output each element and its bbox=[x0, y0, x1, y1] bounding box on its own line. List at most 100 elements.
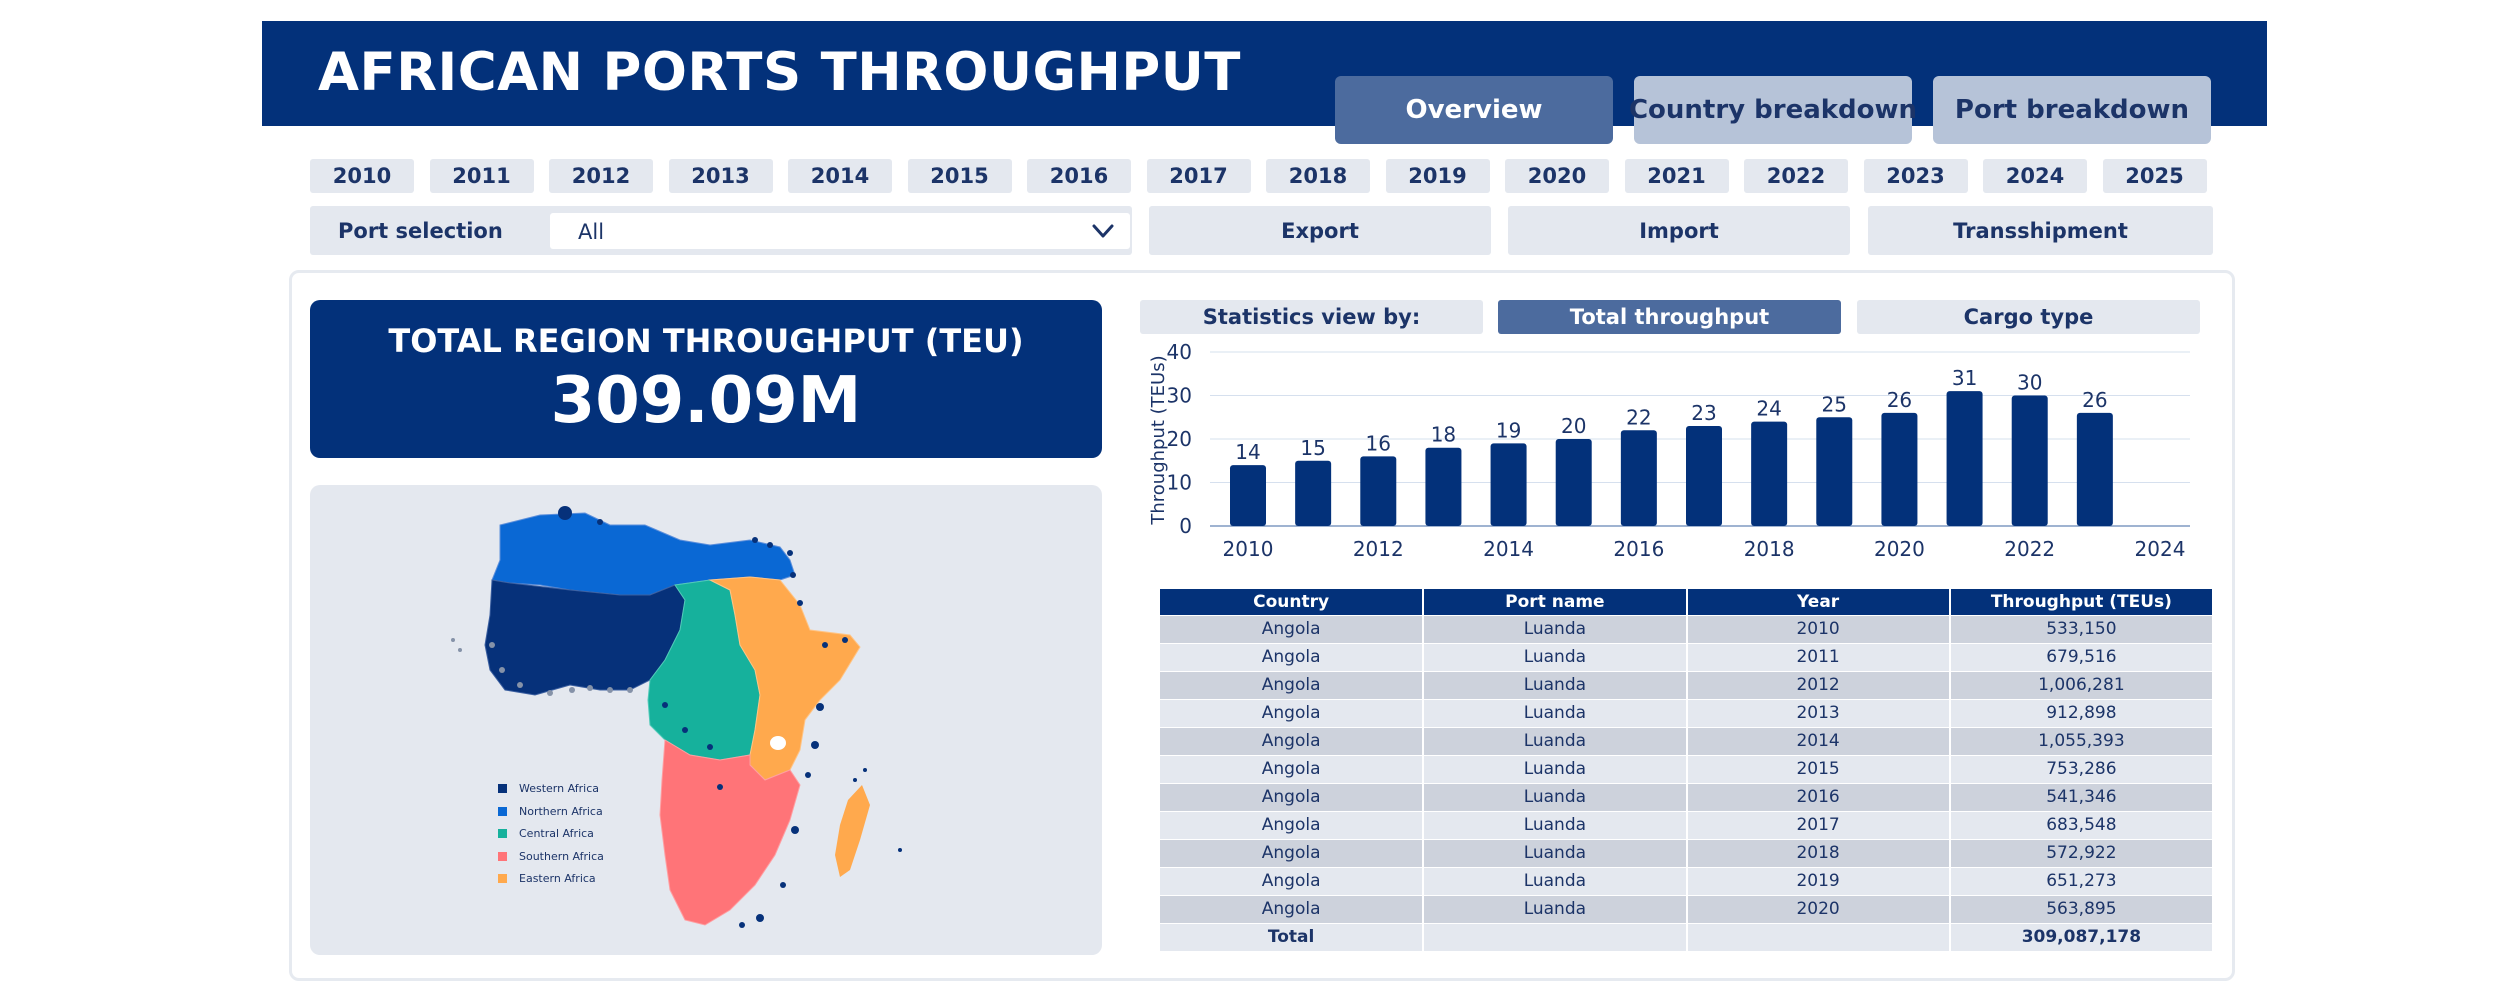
legend-item[interactable]: Western Africa bbox=[498, 782, 599, 795]
legend-swatch bbox=[498, 806, 507, 816]
year-button-2011[interactable]: 2011 bbox=[429, 159, 534, 193]
legend-item[interactable]: Eastern Africa bbox=[498, 872, 596, 885]
year-button-2015[interactable]: 2015 bbox=[907, 159, 1012, 193]
table-cell: 2014 bbox=[1686, 726, 1951, 755]
legend-item[interactable]: Northern Africa bbox=[498, 805, 603, 818]
table-total-row: Total 309,087,178 bbox=[1160, 922, 2215, 951]
export-button[interactable]: Export bbox=[1149, 206, 1491, 255]
year-button-2017[interactable]: 2017 bbox=[1146, 159, 1251, 193]
year-button-2020[interactable]: 2020 bbox=[1505, 159, 1609, 193]
table-row[interactable]: Angola Luanda 2011 679,516 bbox=[1160, 642, 2215, 671]
port-selection-dropdown[interactable]: All bbox=[550, 213, 1130, 249]
year-button-2010[interactable]: 2010 bbox=[310, 159, 414, 193]
year-button-2022[interactable]: 2022 bbox=[1744, 159, 1848, 193]
legend-item[interactable]: Southern Africa bbox=[498, 850, 604, 863]
year-button-2012[interactable]: 2012 bbox=[549, 159, 653, 193]
x-tick-label: 2012 bbox=[1353, 537, 1404, 561]
year-button-2021[interactable]: 2021 bbox=[1624, 159, 1729, 193]
legend-item[interactable]: Central Africa bbox=[498, 827, 594, 840]
tab-country-breakdown[interactable]: Country breakdown bbox=[1629, 76, 1917, 144]
transshipment-button[interactable]: Transshipment bbox=[1868, 206, 2213, 255]
table-row[interactable]: Angola Luanda 2015 753,286 bbox=[1160, 754, 2215, 783]
column-header-country[interactable]: Country bbox=[1160, 589, 1425, 615]
table-row[interactable]: Angola Luanda 2019 651,273 bbox=[1160, 866, 2215, 895]
total-value: 309,087,178 bbox=[1949, 922, 2215, 951]
table-cell: 679,516 bbox=[1949, 642, 2215, 671]
tab-overview[interactable]: Overview bbox=[1335, 76, 1613, 144]
y-tick-label: 10 bbox=[1167, 471, 1192, 495]
tab-port-breakdown[interactable]: Port breakdown bbox=[1933, 76, 2211, 144]
year-button-2018[interactable]: 2018 bbox=[1266, 159, 1370, 193]
port-markers bbox=[558, 506, 902, 928]
bar-2019[interactable] bbox=[1816, 417, 1853, 526]
column-header-year[interactable]: Year bbox=[1686, 589, 1951, 615]
madagascar-shape bbox=[835, 785, 870, 877]
bar-2013[interactable] bbox=[1425, 447, 1462, 526]
bar-2014[interactable] bbox=[1490, 443, 1527, 526]
table-cell: Angola bbox=[1160, 894, 1425, 923]
table-row[interactable]: Angola Luanda 2013 912,898 bbox=[1160, 698, 2215, 727]
table-row[interactable]: Angola Luanda 2016 541,346 bbox=[1160, 782, 2215, 811]
table-cell: 2011 bbox=[1686, 642, 1951, 671]
table-row[interactable]: Angola Luanda 2012 1,006,281 bbox=[1160, 670, 2215, 699]
table-body: Angola Luanda 2010 533,150 Angola Luanda 2011 6… bbox=[1160, 614, 2215, 951]
table-row[interactable]: Angola Luanda 2018 572,922 bbox=[1160, 838, 2215, 867]
bar-2022[interactable] bbox=[2011, 395, 2048, 527]
year-button-2013[interactable]: 2013 bbox=[668, 159, 773, 193]
year-button-2014[interactable]: 2014 bbox=[788, 159, 892, 193]
cargo-type-button[interactable]: Cargo type bbox=[1857, 300, 2200, 334]
column-header-throughput[interactable]: Throughput (TEUs) bbox=[1949, 589, 2215, 615]
bar-value-label: 25 bbox=[1822, 392, 1847, 416]
bar-value-label: 22 bbox=[1626, 405, 1651, 429]
bar-2018[interactable] bbox=[1751, 421, 1788, 526]
region-southern-africa[interactable] bbox=[659, 739, 801, 926]
bar-value-label: 23 bbox=[1691, 401, 1716, 425]
x-tick-label: 2010 bbox=[1223, 537, 1274, 561]
table-cell: Luanda bbox=[1423, 782, 1688, 811]
bar-2021[interactable] bbox=[1946, 391, 1983, 526]
table-cell: Luanda bbox=[1423, 614, 1688, 643]
y-tick-label: 40 bbox=[1167, 340, 1192, 364]
statistics-view-label: Statistics view by: bbox=[1140, 300, 1483, 334]
table-cell: 2019 bbox=[1686, 866, 1951, 895]
year-button-2024[interactable]: 2024 bbox=[1983, 159, 2087, 193]
bar-2023[interactable] bbox=[2076, 412, 2113, 526]
bar-2010[interactable] bbox=[1230, 465, 1266, 526]
kpi-label: TOTAL REGION THROUGHPUT (TEU) bbox=[388, 322, 1024, 360]
table-cell: 2015 bbox=[1686, 754, 1951, 783]
bar-value-label: 15 bbox=[1300, 436, 1325, 460]
chart-y-ticks: 0 10 20 30 40 bbox=[1167, 340, 1192, 538]
bar-2012[interactable] bbox=[1360, 456, 1397, 526]
table-cell: Luanda bbox=[1423, 698, 1688, 727]
year-button-2016[interactable]: 2016 bbox=[1027, 159, 1131, 193]
year-button-2019[interactable]: 2019 bbox=[1385, 159, 1490, 193]
table-row[interactable]: Angola Luanda 2020 563,895 bbox=[1160, 894, 2215, 923]
bar-2017[interactable] bbox=[1686, 425, 1722, 526]
africa-map-graphic bbox=[451, 506, 902, 928]
legend-label: Central Africa bbox=[519, 827, 594, 840]
year-button-2023[interactable]: 2023 bbox=[1863, 159, 1968, 193]
chart-bars bbox=[1230, 391, 2113, 526]
total-throughput-button[interactable]: Total throughput bbox=[1498, 300, 1841, 334]
legend-label: Southern Africa bbox=[519, 849, 604, 863]
bar-2016[interactable] bbox=[1620, 430, 1657, 526]
region-eastern-africa[interactable] bbox=[708, 576, 861, 781]
bar-2011[interactable] bbox=[1295, 460, 1332, 526]
column-header-port-name[interactable]: Port name bbox=[1423, 589, 1688, 615]
y-tick-label: 30 bbox=[1167, 384, 1192, 408]
table-cell bbox=[1686, 922, 1951, 951]
year-button-2025[interactable]: 2025 bbox=[2102, 159, 2207, 193]
table-cell: Angola bbox=[1160, 838, 1425, 867]
table-cell: 1,055,393 bbox=[1949, 726, 2215, 755]
bar-2015[interactable] bbox=[1555, 439, 1592, 526]
table-row[interactable]: Angola Luanda 2010 533,150 bbox=[1160, 614, 2215, 643]
table-cell: Angola bbox=[1160, 698, 1425, 727]
table-row[interactable]: Angola Luanda 2017 683,548 bbox=[1160, 810, 2215, 839]
table-cell: 2017 bbox=[1686, 810, 1951, 839]
table-row[interactable]: Angola Luanda 2014 1,055,393 bbox=[1160, 726, 2215, 755]
table-cell: Luanda bbox=[1423, 726, 1688, 755]
import-button[interactable]: Import bbox=[1508, 206, 1850, 255]
bar-2020[interactable] bbox=[1881, 412, 1918, 526]
bar-value-label: 24 bbox=[1756, 397, 1781, 421]
africa-map: Western Africa Northern Africa Central Afr… bbox=[310, 485, 1102, 955]
